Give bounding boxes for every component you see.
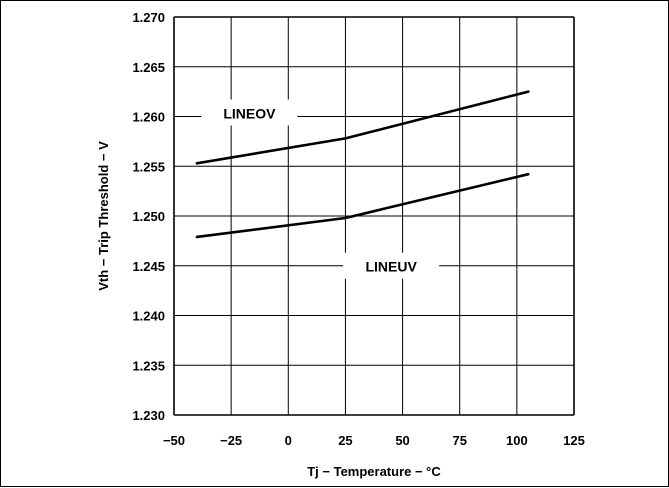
series-line-lineuv: [195, 172, 530, 239]
y-tick-label: 1.235: [132, 358, 165, 373]
y-tick-label: 1.270: [132, 10, 165, 25]
x-axis-label: Tj − Temperature − °C: [307, 464, 441, 479]
series-lines: [195, 90, 530, 239]
y-tick-label: 1.245: [132, 259, 165, 274]
series-labels: LINEOV LINEUV: [201, 99, 440, 279]
y-tick-label: 1.255: [132, 159, 165, 174]
series-label-background: [201, 99, 298, 126]
y-tick-label: 1.265: [132, 60, 165, 75]
y-tick-label: 1.240: [132, 309, 165, 324]
x-tick-label: −50: [163, 433, 185, 448]
y-tick-label: 1.260: [132, 110, 165, 125]
x-tick-label: 25: [338, 433, 352, 448]
x-tick-label: 100: [506, 433, 528, 448]
tick-labels: −50 −25 0 25 50 75 100 125 1.230 1.235 1.240 1.245 1…: [132, 10, 584, 448]
x-tick-label: 125: [563, 433, 585, 448]
y-axis-label: Vth − Trip Threshold − V: [96, 141, 111, 291]
x-tick-label: 75: [452, 433, 466, 448]
y-tick-label: 1.230: [132, 408, 165, 423]
x-tick-label: 0: [285, 433, 292, 448]
x-tick-label: 50: [395, 433, 409, 448]
y-tick-label: 1.250: [132, 209, 165, 224]
x-tick-label: −25: [220, 433, 242, 448]
grid-lines: [173, 16, 575, 416]
series-label-background: [343, 252, 440, 279]
series-label-lineuv: LINEUV: [365, 259, 417, 275]
series-label-lineov: LINEOV: [223, 106, 276, 122]
series-line-lineov: [195, 90, 530, 165]
